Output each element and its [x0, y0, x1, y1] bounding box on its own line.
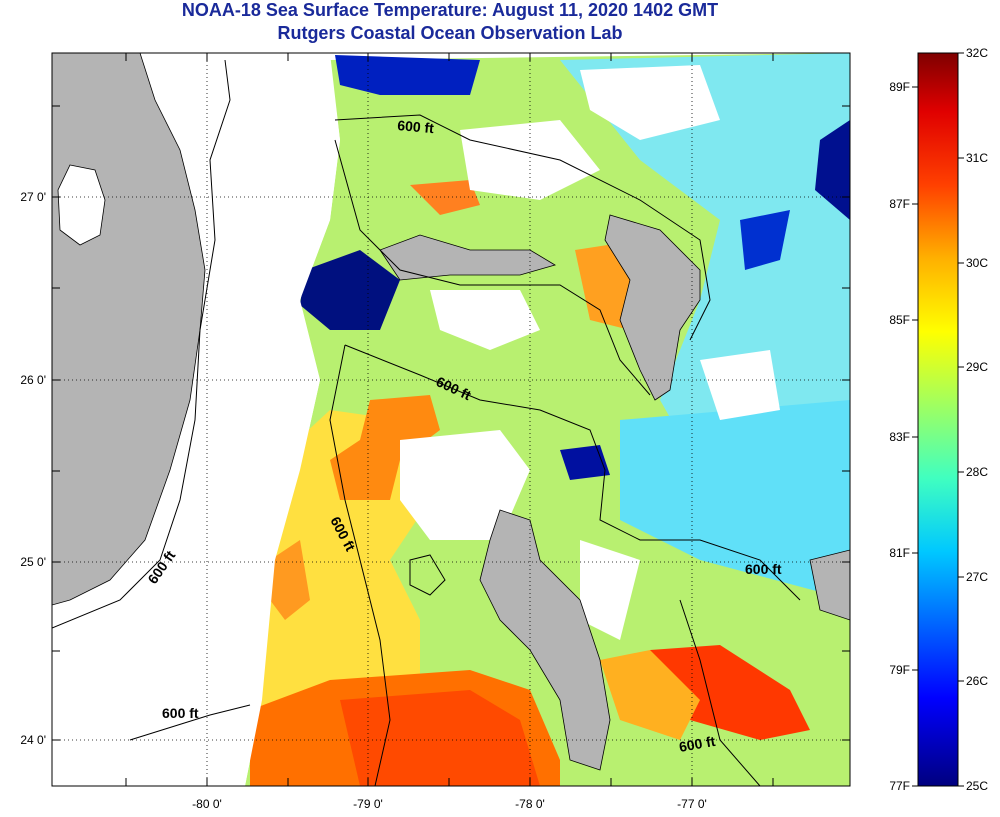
map-frame	[51, 52, 851, 787]
sst-orange-patch-2	[270, 540, 310, 620]
colorbar-c-label: 25C	[966, 779, 988, 793]
x-tick-label: -79 0'	[353, 797, 383, 811]
contour-label-5: 600 ft	[745, 561, 782, 577]
contour-label-1: 600 ft	[397, 117, 435, 136]
cloud-gap-4	[430, 290, 540, 350]
y-axis-labels: 27 0' 26 0' 25 0' 24 0'	[20, 190, 46, 747]
cloud-gap-3	[460, 120, 600, 200]
cloud-gap-5	[580, 540, 640, 640]
colorbar-f-label: 89F	[889, 80, 910, 94]
contour-grand-bahama	[334, 139, 651, 396]
map-plot-area: 600 ft 600 ft 600 ft 600 ft 600 ft 600 f…	[52, 53, 850, 786]
sst-orange-north	[410, 180, 480, 215]
colorbar-c-label: 27C	[966, 570, 988, 584]
x-axis-labels: -80 0' -79 0' -78 0' -77 0'	[192, 797, 707, 811]
colorbar-f-label: 77F	[889, 779, 910, 793]
contour-south-east	[679, 599, 761, 786]
contour-loop	[409, 554, 446, 596]
frame-ticks	[52, 53, 850, 786]
colorbar-c-label: 28C	[966, 465, 988, 479]
colorbar-f-label: 79F	[889, 663, 910, 677]
colorbar: 89F 87F 85F 83F 81F 79F 77F 32C 31C 30C …	[889, 46, 988, 793]
sst-field	[52, 53, 850, 786]
y-tick-label: 25 0'	[20, 555, 46, 569]
contour-tongue	[344, 344, 801, 601]
contour-label-6: 600 ft	[162, 705, 199, 721]
colorbar-celsius-labels: 32C 31C 30C 29C 28C 27C 26C 25C	[966, 46, 988, 793]
sst-red-south	[340, 690, 540, 786]
cloud-gap-1	[400, 430, 530, 540]
x-tick-label: -80 0'	[192, 797, 222, 811]
y-tick-label: 27 0'	[20, 190, 46, 204]
map-title: NOAA-18 Sea Surface Temperature: August …	[181, 0, 719, 20]
sst-darkblue-ne	[815, 120, 850, 220]
abaco-land	[604, 214, 701, 401]
contour-southwest	[129, 704, 251, 741]
colorbar-f-label: 81F	[889, 546, 910, 560]
x-tick-label: -77 0'	[677, 797, 707, 811]
colorbar-f-label: 87F	[889, 197, 910, 211]
colorbar-fahrenheit-labels: 89F 87F 85F 83F 81F 79F 77F	[889, 80, 910, 793]
contour-label-7: 600 ft	[678, 733, 717, 755]
colorbar-f-label: 83F	[889, 430, 910, 444]
colorbar-c-label: 26C	[966, 674, 988, 688]
sst-orange-southeast	[600, 650, 700, 740]
eleuthera-land	[809, 549, 850, 621]
isobath-contours	[52, 59, 801, 786]
x-tick-label: -78 0'	[515, 797, 545, 811]
sst-cyan-region-south	[620, 400, 850, 600]
colorbar-c-label: 30C	[966, 256, 988, 270]
land	[52, 53, 850, 771]
colorbar-c-label: 31C	[966, 151, 988, 165]
sst-orange-patch-1	[330, 395, 440, 500]
cloud-gap-2	[580, 65, 720, 140]
grand-bahama-land	[379, 234, 556, 281]
map-subtitle: Rutgers Coastal Ocean Observation Lab	[277, 23, 623, 43]
sst-darkblue-center	[560, 445, 610, 480]
colorbar-c-label: 29C	[966, 360, 988, 374]
sst-darkblue-west	[300, 250, 400, 330]
cloud-gap-6	[700, 350, 780, 420]
graticule	[52, 53, 850, 786]
contour-florida	[52, 59, 231, 629]
y-tick-label: 24 0'	[20, 733, 46, 747]
contour-west-andros	[329, 344, 391, 786]
colorbar-c-label: 32C	[966, 46, 988, 60]
sst-blue-east	[740, 210, 790, 270]
sst-blue-north	[335, 55, 480, 95]
colorbar-strip	[917, 52, 959, 787]
y-tick-label: 26 0'	[20, 373, 46, 387]
colorbar-f-label: 85F	[889, 313, 910, 327]
andros-land	[479, 509, 611, 771]
contour-north	[334, 114, 711, 341]
